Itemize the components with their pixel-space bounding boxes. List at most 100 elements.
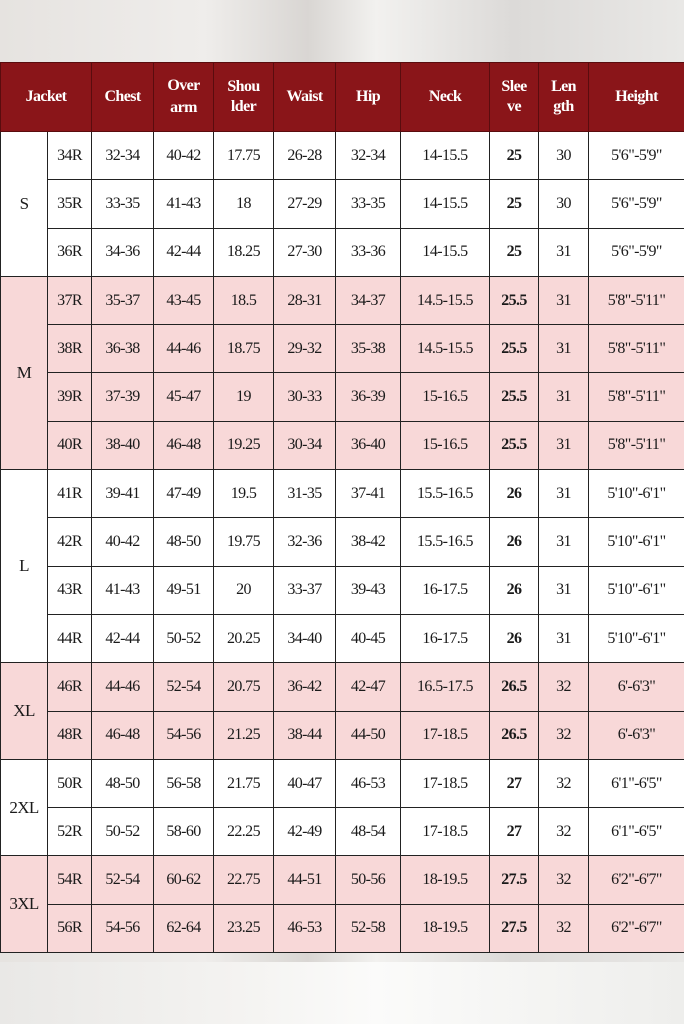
cell-sleeve: 27.5 (489, 855, 539, 905)
cell-waist: 44-51 (273, 855, 336, 905)
cell-jacket-size: 50R (47, 758, 92, 809)
cell-sleeve: 25.5 (489, 372, 539, 422)
cell-length: 32 (538, 758, 589, 809)
cell-hip: 36-39 (335, 372, 401, 422)
cell-length: 32 (538, 710, 589, 760)
header-waist: Waist (273, 62, 336, 132)
cell-overarm: 40-42 (153, 130, 214, 181)
cell-shoulder: 19 (213, 372, 274, 422)
cell-height: 5'8"-5'11" (588, 324, 684, 374)
table-row: 40R 38-40 46-48 19.25 30-34 36-40 15-16.5 25.5 3… (1, 420, 684, 471)
cell-height: 5'6"-5'9" (588, 130, 684, 181)
cell-waist: 31-35 (273, 469, 336, 519)
cell-height: 5'8"-5'11" (588, 275, 684, 326)
cell-waist: 33-37 (273, 565, 336, 615)
table-row: L 41R 39-41 47-49 19.5 31-35 37-41 15.5-16.5 26 3… (0, 469, 684, 664)
cell-neck: 15-16.5 (400, 420, 490, 471)
header-jacket: Jacket (0, 62, 92, 132)
table-row: 38R 36-38 44-46 18.75 29-32 35-38 14.5-15.5 25.… (1, 324, 684, 374)
cell-hip: 48-54 (335, 807, 401, 857)
cell-hip: 37-41 (335, 469, 401, 519)
cell-overarm: 46-48 (153, 420, 214, 471)
cell-overarm: 62-64 (153, 903, 214, 954)
table-row: 48R 46-48 54-56 21.25 38-44 44-50 17-18.5 26.5 3… (1, 710, 684, 760)
cell-waist: 30-33 (273, 372, 336, 422)
cell-chest: 48-50 (91, 758, 154, 809)
cell-height: 6'-6'3" (588, 710, 684, 760)
table-row: S 34R 32-34 40-42 17.75 26-28 32-34 14-15.5 25 30… (0, 130, 684, 277)
cell-shoulder: 17.75 (213, 130, 274, 181)
cell-sleeve: 25 (489, 227, 539, 277)
cell-height: 6'-6'3" (588, 662, 684, 712)
cell-jacket-size: 38R (47, 324, 92, 374)
cell-length: 31 (538, 469, 589, 519)
header-sleeve: Slee ve (489, 62, 539, 132)
cell-sleeve: 26.5 (489, 710, 539, 760)
cell-overarm: 60-62 (153, 855, 214, 905)
cell-waist: 40-47 (273, 758, 336, 809)
table-row: 44R 42-44 50-52 20.25 34-40 40-45 16-17.5 26 31 5… (1, 613, 684, 664)
table-row: 35R 33-35 41-43 18 27-29 33-35 14-15.5 25 30 5'6"… (1, 179, 684, 229)
cell-jacket-size: 41R (47, 469, 92, 519)
cell-neck: 18-19.5 (400, 855, 490, 905)
cell-overarm: 49-51 (153, 565, 214, 615)
cell-neck: 16.5-17.5 (400, 662, 490, 712)
cell-shoulder: 18.5 (213, 275, 274, 326)
cell-hip: 34-37 (335, 275, 401, 326)
table-row: 2XL 50R 48-50 56-58 21.75 40-47 46-53 17-18.5 27… (0, 758, 684, 857)
cell-length: 32 (538, 662, 589, 712)
header-chest: Chest (91, 62, 154, 132)
cell-hip: 36-40 (335, 420, 401, 471)
cell-sleeve: 26 (489, 469, 539, 519)
cell-sleeve: 26.5 (489, 662, 539, 712)
cell-neck: 15.5-16.5 (400, 469, 490, 519)
cell-length: 30 (538, 179, 589, 229)
table-row: XL 46R 44-46 52-54 20.75 36-42 42-47 16.5-17.5 2… (0, 662, 684, 760)
cell-chest: 33-35 (91, 179, 154, 229)
cell-height: 6'1"-6'5" (588, 758, 684, 809)
cell-neck: 17-18.5 (400, 758, 490, 809)
cell-waist: 30-34 (273, 420, 336, 471)
cell-chest: 38-40 (91, 420, 154, 471)
cell-sleeve: 25.5 (489, 324, 539, 374)
cell-overarm: 42-44 (153, 227, 214, 277)
header-hip: Hip (335, 62, 401, 132)
cell-neck: 17-18.5 (400, 710, 490, 760)
cell-height: 5'8"-5'11" (588, 420, 684, 471)
cell-shoulder: 20 (213, 565, 274, 615)
cell-hip: 40-45 (335, 613, 401, 664)
cell-neck: 16-17.5 (400, 565, 490, 615)
table-row: 56R 54-56 62-64 23.25 46-53 52-58 18-19.5 27.5 3… (1, 903, 684, 954)
size-rows: S 34R 32-34 40-42 17.75 26-28 32-34 14-15.5 25 30… (0, 130, 684, 954)
cell-neck: 14.5-15.5 (400, 275, 490, 326)
cell-length: 31 (538, 227, 589, 277)
cell-chest: 52-54 (91, 855, 154, 905)
cell-overarm: 41-43 (153, 179, 214, 229)
cell-length: 31 (538, 372, 589, 422)
cell-jacket-size: 56R (47, 903, 92, 954)
cell-height: 5'6"-5'9" (588, 179, 684, 229)
cell-neck: 18-19.5 (400, 903, 490, 954)
cell-shoulder: 18 (213, 179, 274, 229)
cell-jacket-size: 43R (47, 565, 92, 615)
cell-sleeve: 25.5 (489, 420, 539, 471)
cell-waist: 27-29 (273, 179, 336, 229)
cell-neck: 14-15.5 (400, 179, 490, 229)
header-height: Height (588, 62, 684, 132)
cell-height: 5'10"-6'1" (588, 517, 684, 567)
cell-chest: 34-36 (91, 227, 154, 277)
cell-neck: 14-15.5 (400, 130, 490, 181)
cell-jacket-size: 42R (47, 517, 92, 567)
cell-waist: 46-53 (273, 903, 336, 954)
cell-waist: 26-28 (273, 130, 336, 181)
cell-hip: 46-53 (335, 758, 401, 809)
cell-hip: 42-47 (335, 662, 401, 712)
cell-length: 31 (538, 324, 589, 374)
cell-shoulder: 18.75 (213, 324, 274, 374)
cell-hip: 35-38 (335, 324, 401, 374)
cell-jacket-size: 34R (47, 130, 92, 181)
cell-shoulder: 18.25 (213, 227, 274, 277)
cell-shoulder: 19.25 (213, 420, 274, 471)
cell-length: 32 (538, 903, 589, 954)
cell-chest: 41-43 (91, 565, 154, 615)
